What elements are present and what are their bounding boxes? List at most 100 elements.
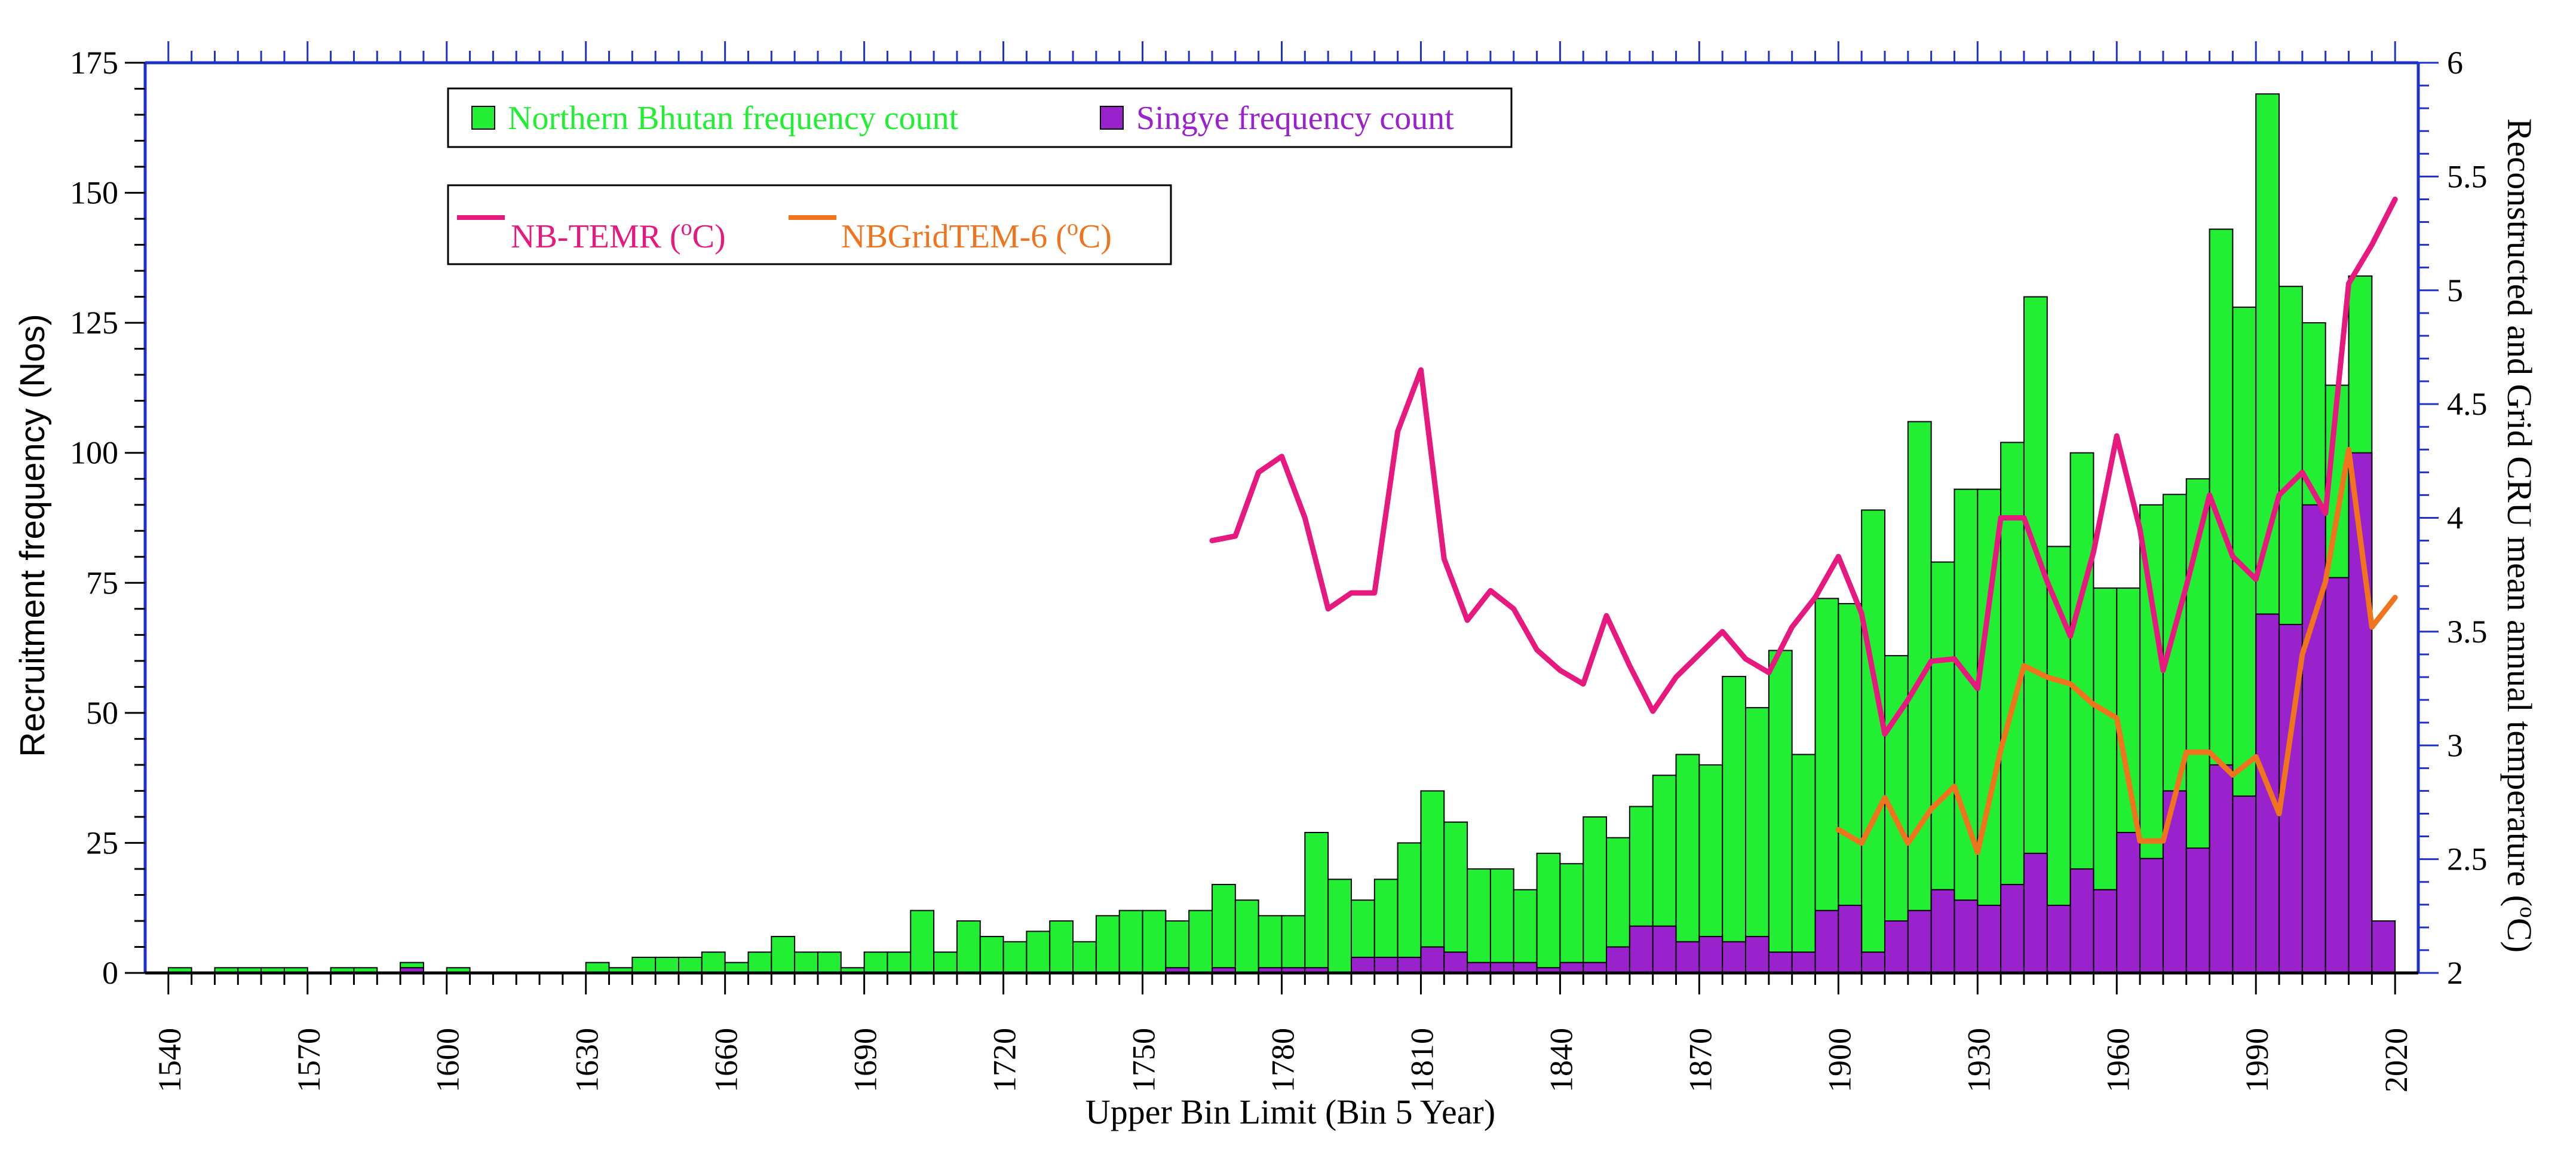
bar-northern-bhutan-1720 [979, 936, 1004, 974]
bar-singye-1900 [1814, 910, 1839, 974]
bar-northern-bhutan-1835 [1513, 889, 1538, 974]
bar-northern-bhutan-1745 [1095, 915, 1120, 974]
bar-northern-bhutan-1685 [817, 951, 842, 974]
legend-label-singye: Singye frequency count [1136, 100, 1454, 137]
y-tick-label-125: 125 [70, 305, 118, 341]
bar-northern-bhutan-1710 [933, 951, 958, 974]
bar-singye-1885 [1745, 936, 1770, 974]
y-tick-label-50: 50 [86, 695, 118, 731]
bar-singye-1830 [1489, 962, 1514, 974]
bar-northern-bhutan-1890 [1768, 650, 1793, 974]
bar-northern-bhutan-1850 [1583, 816, 1608, 974]
y-axis-label: Recruitment frequency (Nos) [13, 314, 52, 757]
bar-northern-bhutan-1655 [678, 956, 703, 974]
y-tick-label-100: 100 [70, 435, 118, 471]
legend-lines-frame [447, 184, 1172, 265]
bar-singye-1930 [1954, 899, 1979, 974]
bar-northern-bhutan-1660 [701, 951, 726, 974]
bar-singye-1800 [1350, 956, 1375, 974]
y2-tick-label-5.5: 5.5 [2447, 158, 2488, 194]
y-tick-label-75: 75 [86, 565, 118, 601]
bar-northern-bhutan-1840 [1536, 852, 1561, 974]
bar-northern-bhutan-1775 [1234, 899, 1259, 974]
bar-singye-1950 [2046, 904, 2071, 974]
legend-lines: NB-TEMR (oC) NBGridTEM-6 (oC) [447, 184, 1172, 265]
bar-singye-1970 [2139, 858, 2164, 974]
bar-singye-1935 [1977, 904, 2002, 974]
bar-northern-bhutan-1675 [771, 936, 796, 974]
bar-singye-1875 [1698, 936, 1724, 974]
bar-northern-bhutan-1650 [655, 956, 680, 974]
x-tick-label-1960: 1960 [2100, 1028, 2136, 1092]
y2-tick-label-3.5: 3.5 [2447, 614, 2488, 650]
bar-singye-1915 [1884, 920, 1909, 974]
bar-northern-bhutan-1830 [1489, 868, 1514, 974]
bar-singye-1870 [1675, 941, 1700, 974]
bar-northern-bhutan-1670 [747, 951, 772, 974]
x-tick-label-1600: 1600 [430, 1028, 466, 1092]
bar-northern-bhutan-1815 [1420, 790, 1445, 974]
bar-northern-bhutan-1895 [1791, 754, 1816, 974]
bar-northern-bhutan-1870 [1675, 754, 1700, 974]
bar-northern-bhutan-1825 [1467, 868, 1491, 974]
y-tick-label-150: 150 [70, 175, 118, 211]
legend-label-nbgrid: NBGridTEM-6 (oC) [841, 215, 1112, 255]
bar-singye-2010 [2324, 577, 2350, 974]
x-tick-label-1660: 1660 [709, 1028, 744, 1092]
bar-northern-bhutan-1740 [1072, 941, 1097, 974]
lines-layer [1209, 196, 2398, 855]
x-tick-label-1540: 1540 [152, 1028, 188, 1092]
bar-singye-1990 [2232, 795, 2257, 974]
bar-singye-1825 [1467, 962, 1491, 974]
bar-singye-1815 [1420, 946, 1445, 974]
bar-northern-bhutan-1735 [1049, 920, 1074, 974]
legend-swatch-northern-bhutan [471, 106, 495, 130]
bar-singye-1845 [1559, 962, 1584, 974]
x-tick-label-1840: 1840 [1543, 1028, 1579, 1092]
legend-label-nb-temr: NB-TEMR (oC) [511, 215, 726, 255]
bar-singye-1895 [1791, 951, 1816, 974]
bar-northern-bhutan-1820 [1443, 821, 1468, 974]
bar-northern-bhutan-1665 [724, 962, 749, 974]
bar-singye-1880 [1722, 941, 1747, 974]
bar-singye-1905 [1838, 904, 1863, 974]
y2-tick-label-2: 2 [2447, 955, 2463, 991]
bar-singye-1945 [2023, 852, 2048, 974]
bar-northern-bhutan-1715 [956, 920, 981, 974]
bar-singye-1810 [1397, 956, 1422, 974]
bar-northern-bhutan-1880 [1722, 675, 1747, 974]
bar-northern-bhutan-1680 [794, 951, 818, 974]
bar-singye-1925 [1930, 889, 1955, 974]
bar-northern-bhutan-1785 [1281, 915, 1306, 974]
bar-singye-1890 [1768, 951, 1793, 974]
bar-northern-bhutan-1695 [863, 951, 888, 974]
y-tick-label-25: 25 [86, 825, 118, 861]
bar-northern-bhutan-1755 [1142, 910, 1167, 974]
bar-singye-1805 [1373, 956, 1399, 974]
bar-northern-bhutan-1725 [1002, 941, 1028, 974]
x-tick-label-1750: 1750 [1126, 1028, 1162, 1092]
bar-northern-bhutan-1845 [1559, 863, 1584, 974]
x-tick-label-1690: 1690 [848, 1028, 884, 1092]
bar-singye-1965 [2116, 832, 2141, 974]
y2-axis-label: Reconstructed and Grid CRU mean annual t… [2500, 118, 2540, 953]
y2-tick-label-3: 3 [2447, 727, 2463, 763]
bar-singye-1855 [1606, 946, 1630, 974]
bar-northern-bhutan-1760 [1165, 920, 1190, 974]
line-nbgrid-tem6 [1835, 446, 2398, 855]
bar-singye-1985 [2209, 764, 2234, 974]
bar-singye-1835 [1513, 962, 1538, 974]
y2-tick-label-6: 6 [2447, 45, 2463, 81]
x-tick-label-2020: 2020 [2378, 1028, 2414, 1092]
legend-swatch-singye [1100, 106, 1124, 130]
bar-singye-1850 [1583, 962, 1608, 974]
y2-tick-label-2.5: 2.5 [2447, 841, 2488, 877]
x-tick-label-1930: 1930 [1961, 1028, 1997, 1092]
bar-northern-bhutan-1910 [1861, 509, 1885, 974]
legend-bars-frame [447, 87, 1513, 148]
bar-singye-1820 [1443, 951, 1468, 974]
bar-northern-bhutan-1750 [1118, 910, 1143, 974]
bar-singye-1940 [2000, 884, 2025, 974]
x-tick-label-1630: 1630 [569, 1028, 605, 1092]
